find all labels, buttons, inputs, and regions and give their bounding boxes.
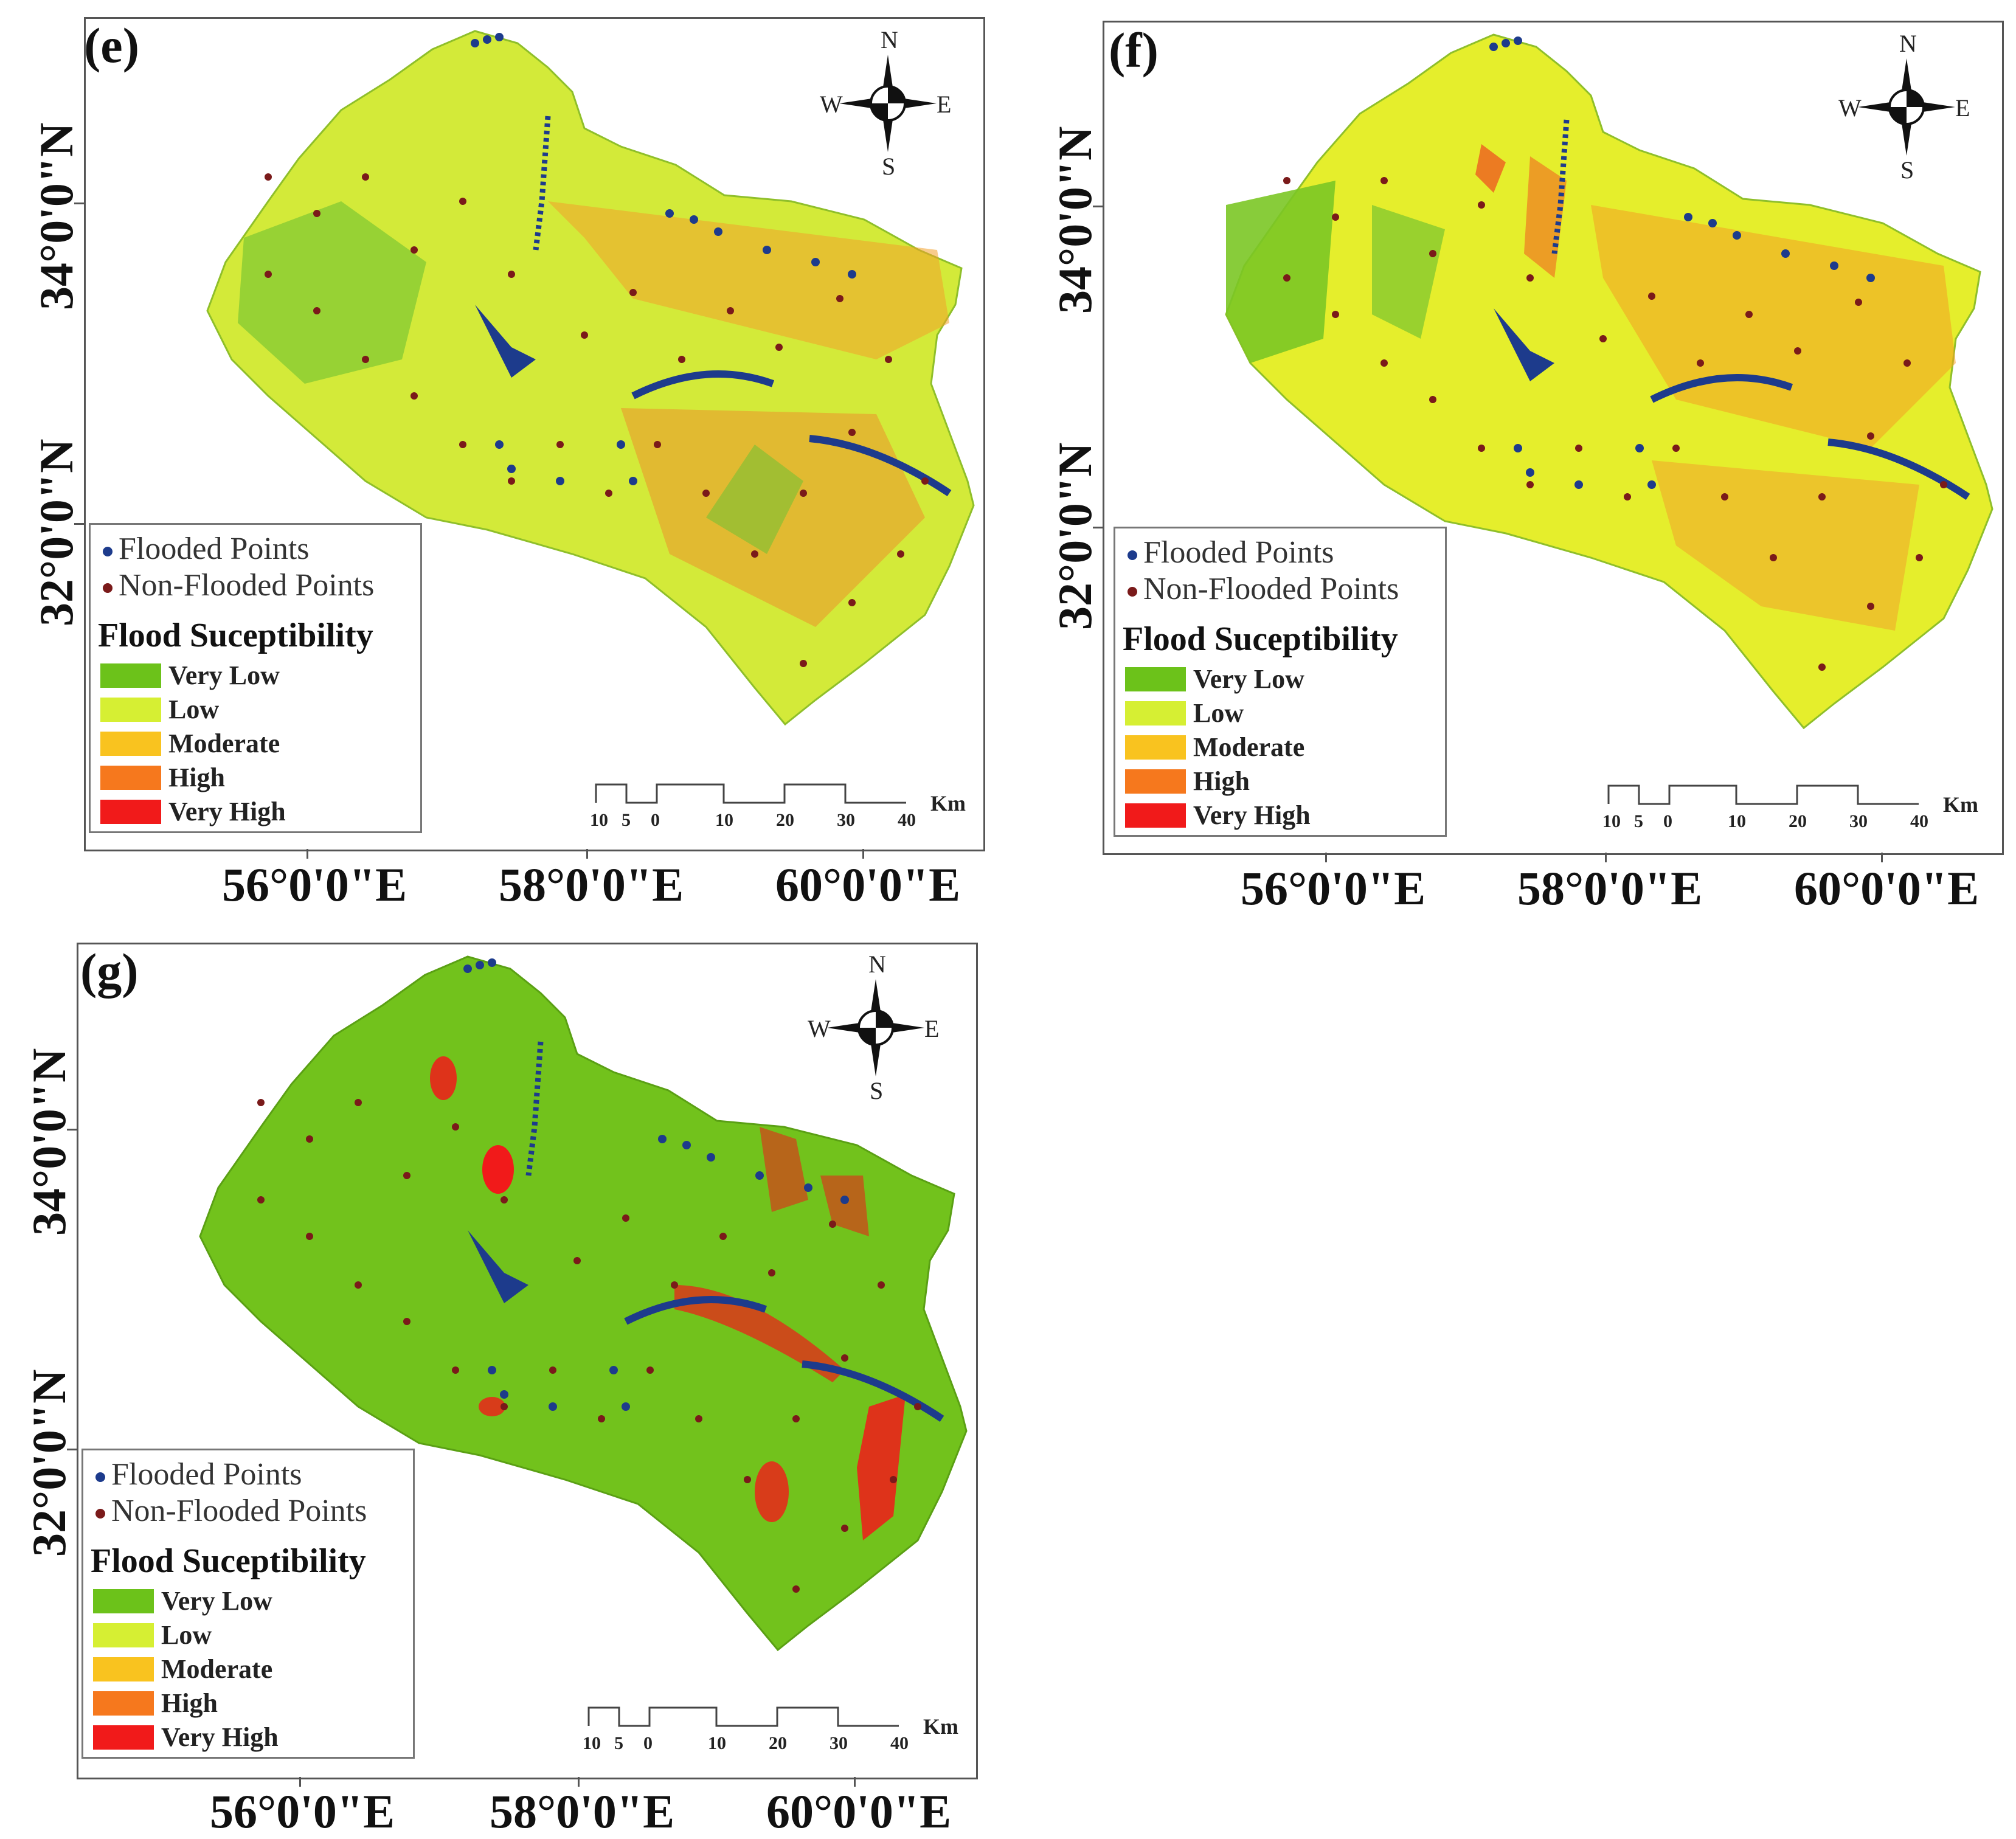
legend-title: Flood Suceptibility xyxy=(98,617,373,654)
flooded-dot-icon xyxy=(1128,550,1137,561)
lat-label-32: 32°0'0"N xyxy=(23,1369,75,1557)
non-flooded-dot-icon xyxy=(1128,587,1137,597)
non-flooded-dot-icon xyxy=(95,1509,105,1519)
compass-n: N xyxy=(868,951,886,978)
panel-label: (g) xyxy=(80,943,139,999)
compass-n: N xyxy=(1899,30,1917,57)
north-arrow: N S E W xyxy=(820,26,952,180)
flood-points xyxy=(471,33,856,485)
lat-label-34: 34°0'0"N xyxy=(30,122,83,311)
compass-s: S xyxy=(1900,156,1914,184)
panel-f: (f) 34°0'0"N 32°0'0"N 56°0'0"E 58°0'0"E … xyxy=(1019,0,2016,915)
compass-w: W xyxy=(1838,94,1862,122)
legend-title: Flood Suceptibility xyxy=(91,1542,366,1580)
lat-label-34: 34°0'0"N xyxy=(23,1048,75,1236)
panel-e: (e) 34°0'0"N 32°0'0"N 56°0'0"E 58°0'0"E … xyxy=(0,0,997,912)
map-e xyxy=(206,30,975,726)
non-flooded-dot-icon xyxy=(103,583,113,594)
panel-label: (e) xyxy=(84,18,140,73)
north-arrow: N S E W xyxy=(808,951,940,1104)
legend-flooded: Flooded Points xyxy=(103,531,310,567)
map-g xyxy=(199,955,968,1652)
legend: Flooded Points Non-Flooded Points Flood … xyxy=(81,1449,415,1759)
scale-bar: 10 5 0 10 20 30 40 Km xyxy=(590,778,967,851)
lon-label-58: 58°0'0"E xyxy=(499,858,684,911)
compass-n: N xyxy=(881,26,898,54)
legend-non-flooded: Non-Flooded Points xyxy=(103,567,374,603)
compass-e: E xyxy=(924,1015,940,1042)
lon-label-60: 60°0'0"E xyxy=(1794,862,1980,915)
compass-e: E xyxy=(937,91,952,118)
legend-non-flooded: Non-Flooded Points xyxy=(1128,571,1399,607)
legend-non-flooded: Non-Flooded Points xyxy=(95,1493,367,1529)
compass-e: E xyxy=(1955,94,1970,122)
lat-label-34: 34°0'0"N xyxy=(1048,126,1101,314)
sample-points xyxy=(265,173,929,667)
legend-flooded: Flooded Points xyxy=(95,1456,302,1492)
panel-label: (f) xyxy=(1109,23,1159,78)
scale-bar: 10 5 0 10 20 30 40 Km xyxy=(583,1702,960,1775)
lon-label-56: 56°0'0"E xyxy=(222,858,407,911)
lat-label-32: 32°0'0"N xyxy=(30,438,83,627)
lon-label-58: 58°0'0"E xyxy=(490,1785,675,1838)
lon-label-60: 60°0'0"E xyxy=(766,1785,952,1838)
lon-label-60: 60°0'0"E xyxy=(775,858,961,911)
map-frame xyxy=(84,17,985,851)
compass-w: W xyxy=(808,1015,831,1042)
compass-s: S xyxy=(870,1077,884,1104)
map-frame xyxy=(77,943,978,1779)
scale-bar: 10 5 0 10 20 30 40 Km xyxy=(1602,780,1980,853)
map-f xyxy=(1225,33,1993,730)
north-arrow: N S E W xyxy=(1838,30,1970,184)
legend-flooded: Flooded Points xyxy=(1128,535,1334,570)
lon-label-56: 56°0'0"E xyxy=(1241,862,1426,915)
lat-label-32: 32°0'0"N xyxy=(1048,442,1101,631)
flooded-dot-icon xyxy=(103,547,113,557)
compass-w: W xyxy=(820,91,843,118)
lon-label-58: 58°0'0"E xyxy=(1517,862,1703,915)
flooded-dot-icon xyxy=(95,1472,105,1483)
legend-title: Flood Suceptibility xyxy=(1123,620,1398,658)
map-frame xyxy=(1103,21,2004,855)
legend: Flooded Points Non-Flooded Points Flood … xyxy=(1114,527,1447,837)
compass-s: S xyxy=(882,153,896,180)
legend: Flooded Points Non-Flooded Points Flood … xyxy=(89,523,422,833)
panel-g: (g) 34°0'0"N 32°0'0"N 56°0'0"E 58°0'0"E … xyxy=(0,924,997,1838)
lon-label-56: 56°0'0"E xyxy=(210,1785,395,1838)
